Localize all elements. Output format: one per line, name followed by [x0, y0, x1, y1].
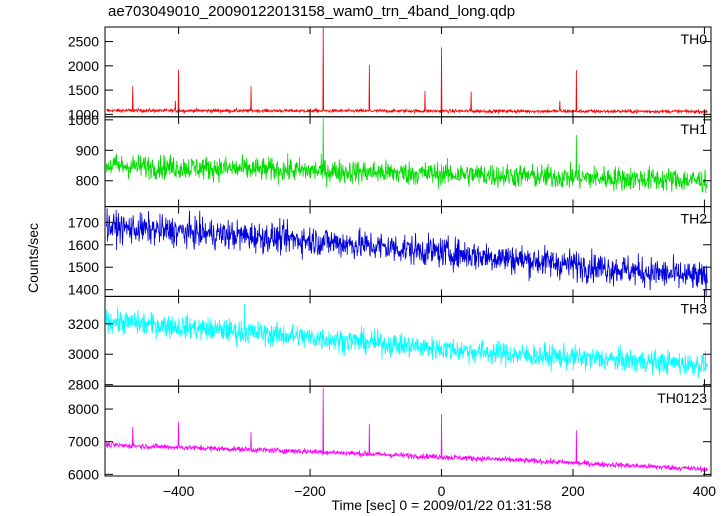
y-tick-label: 1600	[68, 237, 99, 253]
panel-label: TH1	[681, 121, 708, 137]
y-tick-label: 800	[76, 173, 100, 189]
panel-frame	[104, 385, 712, 477]
y-tick-label: 2000	[68, 58, 99, 74]
chart-title: ae703049010_20090122013158_wam0_trn_4ban…	[108, 3, 516, 20]
series-line-th0123	[105, 387, 708, 473]
y-tick-label: 1400	[68, 282, 99, 298]
series-line-th0	[106, 26, 708, 115]
x-tick-label: −400	[163, 483, 195, 499]
y-tick-label: 1700	[68, 214, 99, 230]
x-tick-label: −200	[294, 483, 326, 499]
y-tick-label: 1000	[68, 106, 99, 122]
y-tick-label: 3200	[68, 316, 99, 332]
y-tick-label: 2500	[68, 34, 99, 50]
series-line-th1	[105, 118, 708, 193]
y-tick-label: 6000	[68, 466, 99, 482]
series-line-th2	[105, 208, 708, 297]
x-tick-label: 0	[438, 483, 446, 499]
y-tick-label: 1000	[68, 112, 99, 128]
x-axis-label: Time [sec] 0 = 2009/01/22 01:31:58	[331, 497, 552, 513]
y-tick-label: 1500	[68, 259, 99, 275]
panel-label: TH3	[681, 300, 708, 316]
panel-label: TH0123	[657, 390, 707, 406]
y-tick-label: 3000	[68, 346, 99, 362]
y-tick-label: 7000	[68, 434, 99, 450]
y-tick-label: 900	[76, 142, 100, 158]
x-tick-label: 400	[693, 483, 717, 499]
panel-label: TH2	[681, 211, 708, 227]
y-tick-label: 2800	[68, 377, 99, 393]
panel-label: TH0	[681, 31, 708, 47]
y-tick-label: 1500	[68, 82, 99, 98]
series-line-th3	[105, 304, 708, 379]
panel-frame	[104, 26, 712, 118]
y-tick-label: 8000	[68, 401, 99, 417]
x-tick-label: 200	[561, 483, 585, 499]
panel-frame	[104, 206, 712, 297]
